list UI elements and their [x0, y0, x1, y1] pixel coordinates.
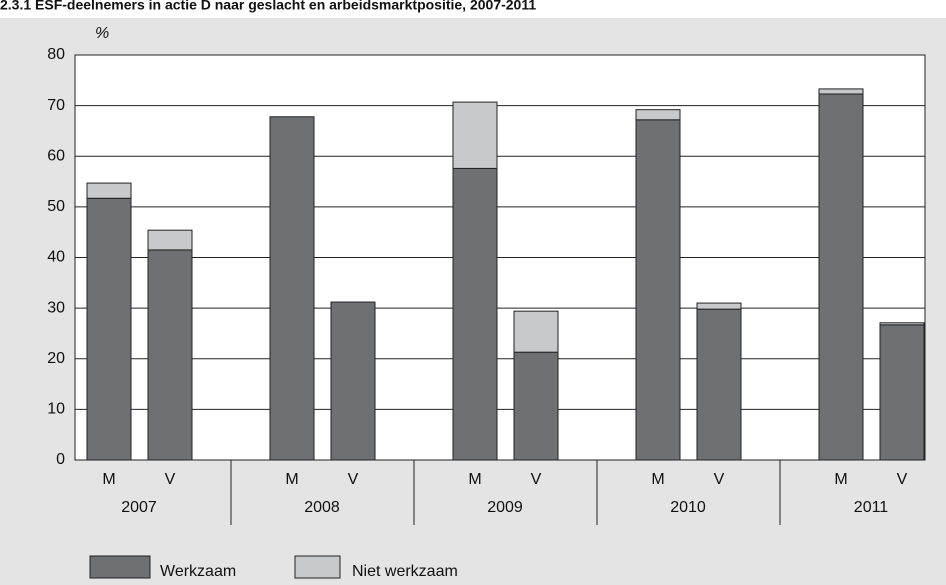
y-tick-label: 40 [47, 249, 65, 266]
plot-frame [74, 54, 926, 461]
y-tick-label: 20 [47, 350, 65, 367]
y-tick-label: 30 [47, 299, 65, 316]
bar-segment [86, 197, 132, 461]
x-tick-label: V [165, 471, 176, 488]
y-tick-label: 10 [47, 401, 65, 418]
group-label: 2011 [854, 499, 889, 516]
chart-title: 2.3.1 ESF-deelnemers in actie D naar ges… [0, 0, 536, 13]
legend-label: Niet werkzaam [352, 563, 458, 580]
x-tick-label: M [834, 471, 847, 488]
bar-segment [818, 88, 864, 95]
group-label: 2009 [487, 499, 523, 516]
bar-segment [86, 182, 132, 199]
y-tick-label: 0 [56, 451, 65, 468]
x-tick-label: V [348, 471, 359, 488]
x-tick-label: M [285, 471, 298, 488]
y-tick-label: 50 [47, 198, 65, 215]
group-label: 2007 [121, 499, 157, 516]
bar-segment [269, 116, 315, 461]
y-tick-label: 70 [47, 97, 65, 114]
group-label: 2010 [670, 499, 706, 516]
x-tick-label: V [897, 471, 908, 488]
bar-segment [635, 119, 681, 461]
bar-segment [452, 167, 498, 461]
x-tick-label: V [531, 471, 542, 488]
bar-segment [635, 109, 681, 121]
bar-segment [513, 351, 559, 461]
bar-segment [147, 249, 193, 461]
bar-segment [147, 229, 193, 251]
legend-swatch [294, 555, 341, 579]
bar-segment [696, 308, 742, 461]
bar-segment [879, 324, 925, 461]
y-tick-label: 80 [47, 46, 65, 63]
x-tick-label: M [651, 471, 664, 488]
legend-label: Werkzaam [160, 563, 236, 580]
y-axis-label: % [95, 25, 109, 42]
bar-segment [513, 310, 559, 353]
bar-segment [818, 93, 864, 461]
x-tick-label: M [102, 471, 115, 488]
bar-segment [330, 301, 376, 461]
legend-swatch [89, 555, 151, 579]
x-tick-label: V [714, 471, 725, 488]
bar-segment [696, 302, 742, 310]
x-tick-label: M [468, 471, 481, 488]
bar-segment [879, 322, 925, 326]
group-label: 2008 [304, 499, 340, 516]
bar-segment [452, 101, 498, 169]
y-tick-label: 60 [47, 147, 65, 164]
